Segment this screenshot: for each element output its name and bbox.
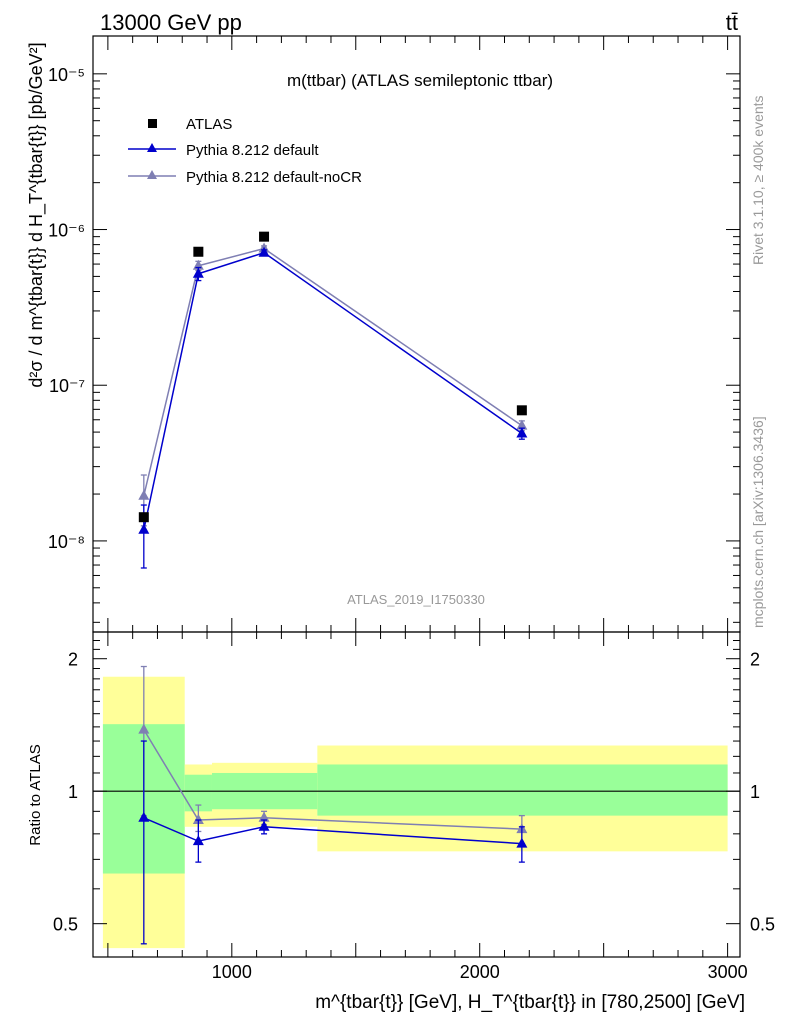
green-band-3	[317, 764, 728, 816]
legend-marker-atlas	[148, 119, 157, 128]
ratio-ytick-label-right: 0.5	[750, 915, 775, 935]
ratio-default-point	[192, 835, 204, 846]
main-ytick-label: 10⁻⁸	[48, 532, 85, 552]
ratio-ytick-label-right: 2	[750, 650, 760, 670]
ratio-default-line	[143, 817, 522, 845]
main-atlas-point	[193, 246, 204, 257]
xtick-label: 2000	[460, 962, 500, 982]
main-atlas-point	[516, 405, 527, 416]
ratio-default-point	[138, 811, 150, 822]
xtick-label: 3000	[708, 962, 748, 982]
analysis-watermark: ATLAS_2019_I1750330	[347, 592, 485, 607]
ratio-default-point	[516, 837, 528, 848]
ratio-series	[138, 665, 528, 945]
main-nocr-point	[138, 489, 150, 500]
legend-label-default: Pythia 8.212 default	[186, 142, 319, 159]
ratio-ytick-label: 2	[68, 650, 78, 670]
ratio-nocr-point	[138, 723, 150, 734]
legend: ATLAS Pythia 8.212 default Pythia 8.212 …	[128, 116, 362, 186]
main-ylabel: d²σ / d m^{tbar{t}} d H_T^{tbar{t}} [pb/…	[26, 42, 47, 387]
main-default-point	[258, 246, 270, 257]
xlabel: m^{tbar{t}} [GeV], H_T^{tbar{t}} in [780…	[315, 992, 745, 1013]
legend-marker-default	[147, 143, 157, 152]
main-default-point	[516, 427, 528, 438]
ratio-nocr-point	[258, 811, 270, 822]
ratio-default-point	[258, 820, 270, 831]
xtick-label: 1000	[212, 962, 252, 982]
ratio-panel-frame	[92, 631, 741, 958]
main-nocr-point	[516, 419, 528, 430]
ratio-axis-ticks: 1000 2000 3000 0.5 0.5 1 1 2 2	[53, 36, 775, 982]
ratio-ytick-label: 1	[68, 782, 78, 802]
ratio-ylabel: Ratio to ATLAS	[27, 744, 44, 845]
legend-marker-nocr	[147, 170, 157, 179]
ratio-ytick-label-right: 1	[750, 782, 760, 802]
legend-label-nocr: Pythia 8.212 default-noCR	[186, 169, 362, 186]
mcplots-label: mcplots.cern.ch [arXiv:1306.3436]	[750, 416, 766, 628]
ratio-ytick-label: 0.5	[53, 915, 78, 935]
main-atlas-point	[138, 512, 149, 523]
main-default-line	[143, 251, 523, 530]
main-default-point	[138, 523, 150, 534]
main-axis-ticks: 10⁻⁸ 10⁻⁷ 10⁻⁶ 10⁻⁵	[48, 65, 740, 623]
legend-label-atlas: ATLAS	[186, 116, 232, 133]
ratio-nocr-point	[192, 814, 204, 825]
plot-title: m(ttbar) (ATLAS semileptonic ttbar)	[287, 71, 553, 90]
main-default-point	[192, 267, 204, 278]
rivet-label: Rivet 3.1.10, ≥ 400k events	[750, 95, 766, 265]
main-ytick-label: 10⁻⁶	[48, 221, 85, 241]
main-ytick-label: 10⁻⁵	[48, 65, 85, 85]
main-nocr-line	[143, 247, 523, 496]
main-series	[138, 231, 528, 569]
main-ytick-label: 10⁻⁷	[49, 376, 85, 396]
ratio-nocr-line	[143, 729, 522, 830]
energy-label: 13000 GeV pp	[100, 10, 242, 35]
ratio-bands	[93, 676, 740, 949]
main-atlas-point	[259, 231, 270, 242]
process-label: tt̄	[726, 10, 738, 35]
